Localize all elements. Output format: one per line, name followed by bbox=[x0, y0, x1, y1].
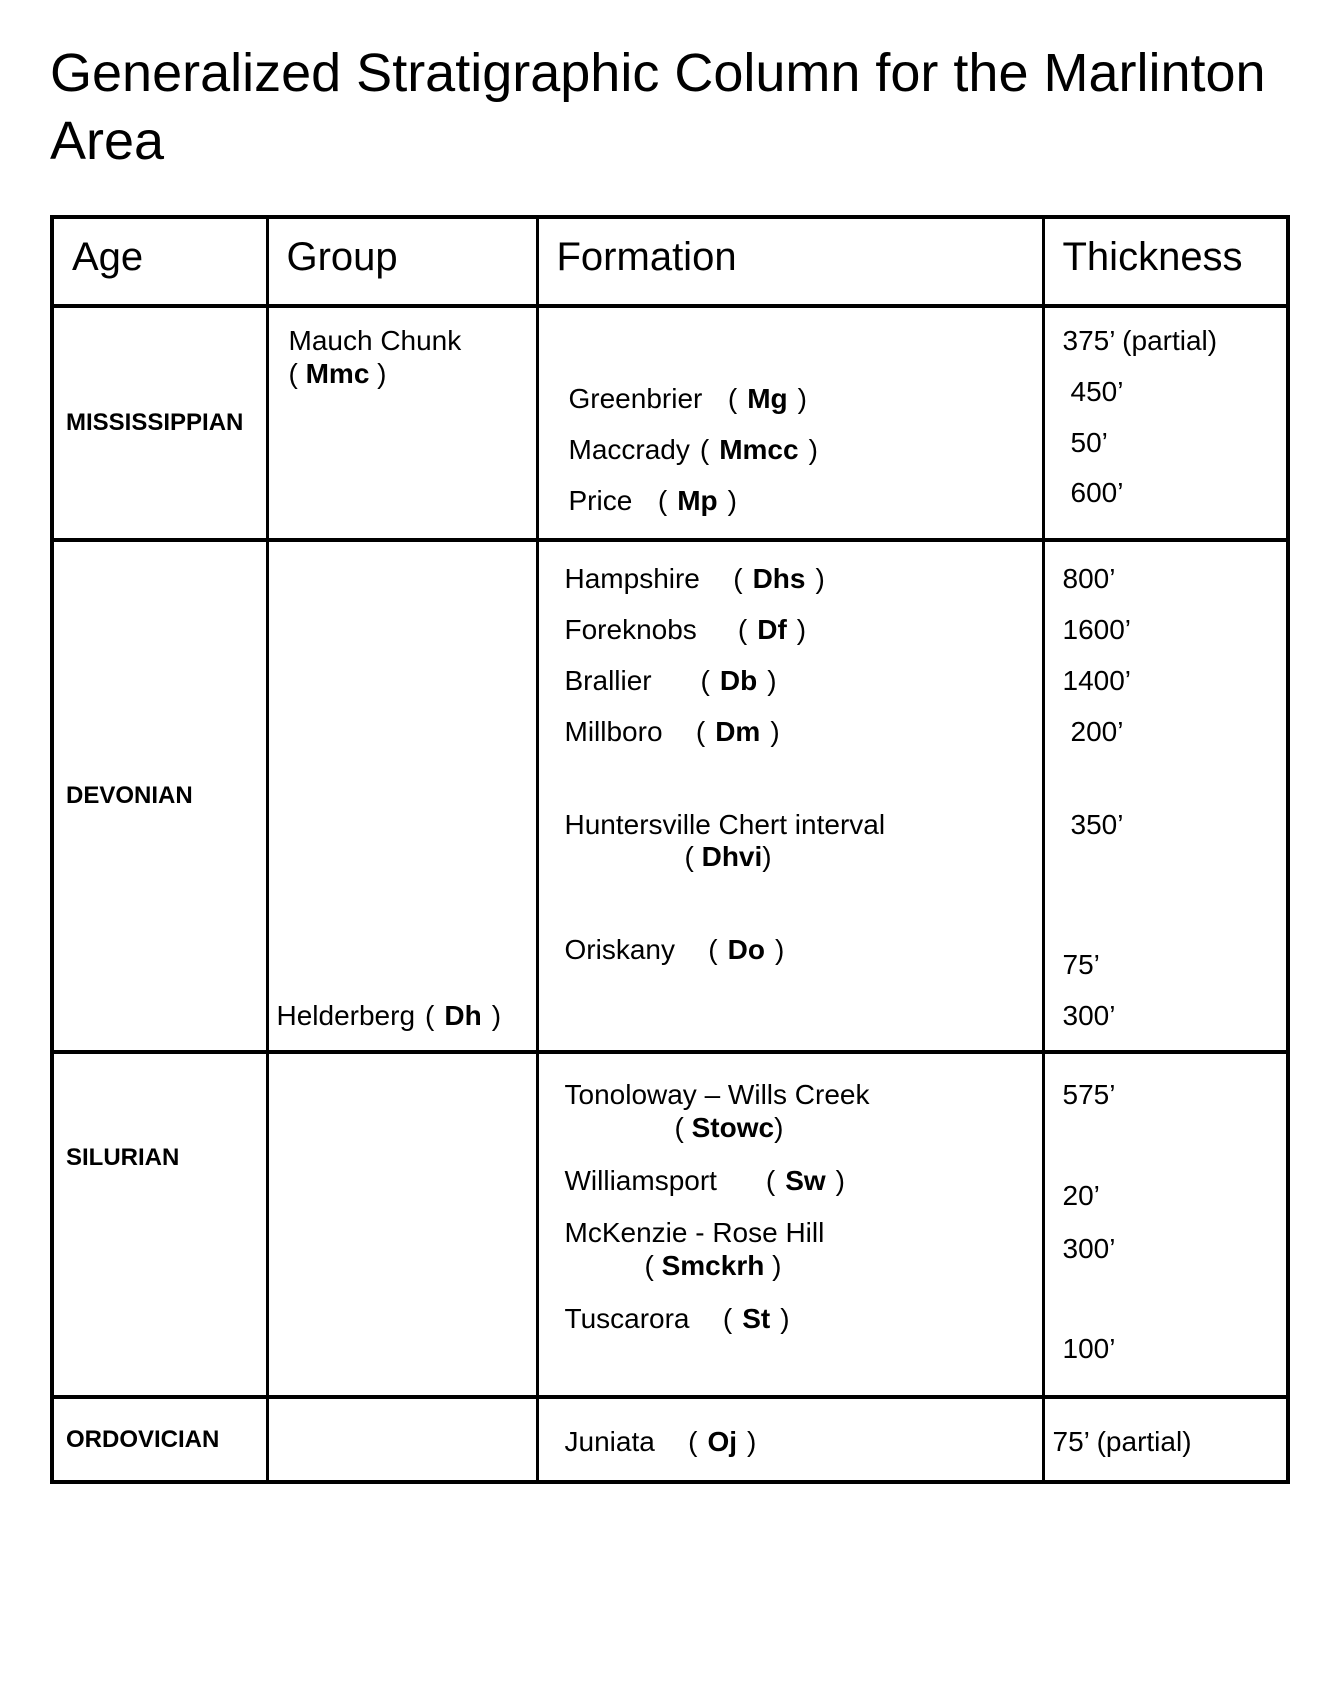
thickness-value: 600’ bbox=[1045, 478, 1287, 509]
thickness-value: 75’ bbox=[1045, 950, 1287, 981]
header-row: Age Group Formation Thickness bbox=[52, 217, 1288, 306]
formations-devonian: Hampshire ( Dhs) Foreknobs ( Df ) Bralli… bbox=[537, 540, 1043, 1052]
col-thickness: Thickness bbox=[1043, 217, 1288, 306]
group-devonian: Helderberg ( Dh ) bbox=[267, 540, 537, 1052]
group-code: Dh bbox=[444, 1001, 481, 1032]
formation-name: Maccrady bbox=[569, 435, 690, 466]
group-name: Helderberg bbox=[277, 1001, 416, 1032]
formation-code: Mg bbox=[747, 384, 787, 415]
stratigraphic-table: Age Group Formation Thickness MISSISSIPP… bbox=[50, 215, 1290, 1484]
formations-mississippian: Greenbrier ( Mg) Maccrady ( Mmcc) Price … bbox=[537, 306, 1043, 540]
formation-code: Dhvi bbox=[702, 841, 763, 872]
thickness-value: 350’ bbox=[1045, 810, 1287, 841]
formation-code: Df bbox=[757, 615, 787, 646]
thickness-value: 20’ bbox=[1045, 1181, 1287, 1212]
thickness-silurian: 575’ 20’ 300’ 100’ bbox=[1043, 1052, 1288, 1397]
thickness-value: 75’ (partial) bbox=[1045, 1427, 1287, 1458]
formation-name: Greenbrier bbox=[569, 384, 703, 415]
formation-code: Smckrh bbox=[662, 1250, 765, 1281]
formation-code: Do bbox=[728, 935, 765, 966]
formations-silurian: Tonoloway – Wills Creek ( Stowc) William… bbox=[537, 1052, 1043, 1397]
thickness-devonian: 800’ 1600’ 1400’ 200’ 350’ 75’ 300’ bbox=[1043, 540, 1288, 1052]
group-ordovician bbox=[267, 1397, 537, 1482]
thickness-value: 375’ (partial) bbox=[1045, 326, 1287, 357]
row-devonian: DEVONIAN Helderberg ( Dh ) Hampshire ( D… bbox=[52, 540, 1288, 1052]
thickness-value: 300’ bbox=[1045, 1001, 1287, 1032]
age-ordovician: ORDOVICIAN bbox=[52, 1397, 267, 1482]
formation-name: Foreknobs bbox=[565, 615, 697, 646]
formations-ordovician: Juniata ( Oj ) bbox=[537, 1397, 1043, 1482]
formation-code: Dhs bbox=[753, 564, 806, 595]
formation-name: Oriskany bbox=[565, 935, 675, 966]
col-group: Group bbox=[267, 217, 537, 306]
thickness-value: 100’ bbox=[1045, 1334, 1287, 1365]
thickness-mississippian: 375’ (partial) 450’ 50’ 600’ bbox=[1043, 306, 1288, 540]
formation-code: Stowc bbox=[692, 1112, 774, 1143]
formation-code: Dm bbox=[715, 717, 760, 748]
formation-code: Sw bbox=[785, 1166, 825, 1197]
formation-code: St bbox=[742, 1304, 770, 1335]
formation-code: Mp bbox=[677, 486, 717, 517]
thickness-value: 450’ bbox=[1045, 377, 1287, 408]
thickness-value: 1400’ bbox=[1045, 666, 1287, 697]
age-devonian: DEVONIAN bbox=[52, 540, 267, 1052]
thickness-value: 575’ bbox=[1045, 1080, 1287, 1111]
formation-name: Millboro bbox=[565, 717, 663, 748]
group-name: Mauch Chunk bbox=[289, 326, 462, 357]
formation-code: Db bbox=[720, 666, 757, 697]
page-title: Generalized Stratigraphic Column for the… bbox=[50, 40, 1290, 175]
age-mississippian: MISSISSIPPIAN bbox=[52, 306, 267, 540]
group-silurian bbox=[267, 1052, 537, 1397]
formation-name: Brallier bbox=[565, 666, 652, 697]
formation-name: Tonoloway – Wills Creek bbox=[565, 1080, 870, 1111]
formation-name: McKenzie - Rose Hill bbox=[565, 1218, 825, 1249]
col-age: Age bbox=[52, 217, 267, 306]
group-mississippian: Mauch Chunk ( Mmc ) bbox=[267, 306, 537, 540]
formation-code: Oj bbox=[707, 1427, 737, 1458]
formation-code: Mmcc bbox=[719, 435, 798, 466]
col-formation: Formation bbox=[537, 217, 1043, 306]
row-ordovician: ORDOVICIAN Juniata ( Oj ) 75’ (partial) bbox=[52, 1397, 1288, 1482]
group-code: ( Mmc ) bbox=[289, 359, 387, 390]
formation-name: Williamsport bbox=[565, 1166, 717, 1197]
thickness-value: 800’ bbox=[1045, 564, 1287, 595]
thickness-value: 1600’ bbox=[1045, 615, 1287, 646]
thickness-value: 200’ bbox=[1045, 717, 1287, 748]
formation-name: Price bbox=[569, 486, 633, 517]
formation-name: Juniata bbox=[565, 1427, 655, 1458]
formation-name: Huntersville Chert interval bbox=[565, 810, 886, 841]
thickness-ordovician: 75’ (partial) bbox=[1043, 1397, 1288, 1482]
formation-name: Hampshire bbox=[565, 564, 700, 595]
thickness-value: 300’ bbox=[1045, 1234, 1287, 1265]
row-silurian: SILURIAN Tonoloway – Wills Creek ( Stowc… bbox=[52, 1052, 1288, 1397]
age-silurian: SILURIAN bbox=[52, 1052, 267, 1397]
row-mississippian: MISSISSIPPIAN Mauch Chunk ( Mmc ) Greenb… bbox=[52, 306, 1288, 540]
thickness-value: 50’ bbox=[1045, 428, 1287, 459]
formation-name: Tuscarora bbox=[565, 1304, 690, 1335]
